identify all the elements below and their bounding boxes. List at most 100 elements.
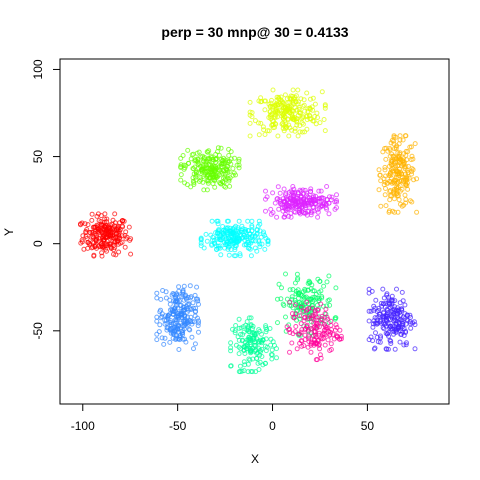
data-point (89, 211, 95, 217)
data-point (246, 337, 252, 343)
data-point (295, 277, 300, 283)
data-point (324, 197, 330, 203)
data-point (205, 180, 211, 186)
x-tick-label: -50 (169, 419, 187, 433)
data-point (399, 306, 405, 312)
data-point (112, 211, 118, 217)
data-point (256, 120, 261, 126)
data-point (198, 237, 204, 243)
data-point (110, 217, 116, 223)
data-point (174, 298, 180, 303)
data-point (287, 326, 293, 332)
data-point (309, 200, 315, 206)
data-point (225, 170, 230, 176)
data-point (188, 307, 194, 312)
data-point (203, 231, 209, 237)
data-point (182, 180, 188, 186)
data-point (177, 303, 183, 309)
data-point (167, 301, 173, 307)
data-point (296, 106, 302, 112)
data-point (378, 317, 384, 323)
data-point (409, 153, 415, 159)
data-point (204, 238, 210, 244)
data-point (333, 285, 339, 291)
data-point (402, 166, 408, 172)
data-point (304, 192, 309, 198)
data-point (314, 295, 320, 301)
data-point (402, 192, 408, 198)
data-point (308, 349, 314, 355)
data-point (225, 225, 231, 231)
data-point (401, 333, 407, 338)
data-point (400, 137, 406, 143)
data-point (271, 118, 277, 124)
data-point (372, 345, 378, 351)
data-point (371, 303, 377, 309)
data-point (289, 340, 295, 346)
data-point (319, 89, 325, 95)
data-point (254, 232, 260, 237)
data-point (304, 90, 310, 96)
data-point (245, 218, 251, 224)
data-point (388, 324, 394, 330)
data-point (281, 100, 286, 106)
data-point (107, 241, 112, 247)
data-point (89, 217, 95, 223)
data-point (297, 207, 303, 212)
y-tick-label: 50 (31, 150, 45, 164)
data-point (399, 289, 405, 295)
data-point (244, 337, 250, 343)
data-point (246, 356, 252, 362)
data-point (256, 367, 262, 372)
data-point (317, 120, 323, 126)
data-point (233, 223, 239, 229)
data-point (382, 167, 388, 173)
data-point (181, 162, 187, 168)
data-point (161, 341, 167, 347)
data-point (210, 181, 216, 187)
data-point (275, 102, 281, 108)
y-axis: -50 0 50 100 (31, 59, 60, 339)
data-point (154, 331, 160, 337)
data-point (311, 197, 317, 203)
data-point (291, 314, 297, 320)
data-point (315, 214, 321, 220)
data-point (380, 286, 386, 292)
data-point (281, 214, 287, 220)
data-point (330, 332, 336, 338)
data-point (180, 289, 186, 295)
data-point (260, 231, 266, 237)
data-point (293, 311, 299, 317)
data-point (196, 320, 201, 326)
data-point (337, 327, 343, 333)
data-point (247, 231, 253, 237)
data-point (296, 331, 302, 337)
data-point (191, 319, 197, 325)
data-point (295, 295, 301, 301)
data-point (292, 96, 298, 102)
data-point (373, 330, 378, 336)
data-point (198, 235, 204, 241)
data-point (403, 342, 409, 348)
data-point (275, 320, 280, 326)
data-point (385, 331, 391, 337)
data-point (301, 97, 307, 103)
data-point (280, 120, 286, 126)
data-point (404, 312, 410, 318)
data-point (395, 184, 401, 190)
data-point (244, 233, 250, 239)
data-point (257, 337, 263, 343)
data-point (99, 250, 105, 256)
data-point (201, 245, 207, 251)
data-point (324, 206, 330, 212)
data-point (206, 178, 212, 184)
data-point (170, 291, 176, 296)
data-point (388, 140, 394, 146)
data-point (326, 211, 332, 217)
data-point (298, 321, 304, 327)
data-point (263, 208, 268, 214)
data-point (91, 253, 97, 259)
data-point (247, 348, 253, 354)
data-point (312, 337, 318, 343)
data-point (163, 295, 169, 301)
